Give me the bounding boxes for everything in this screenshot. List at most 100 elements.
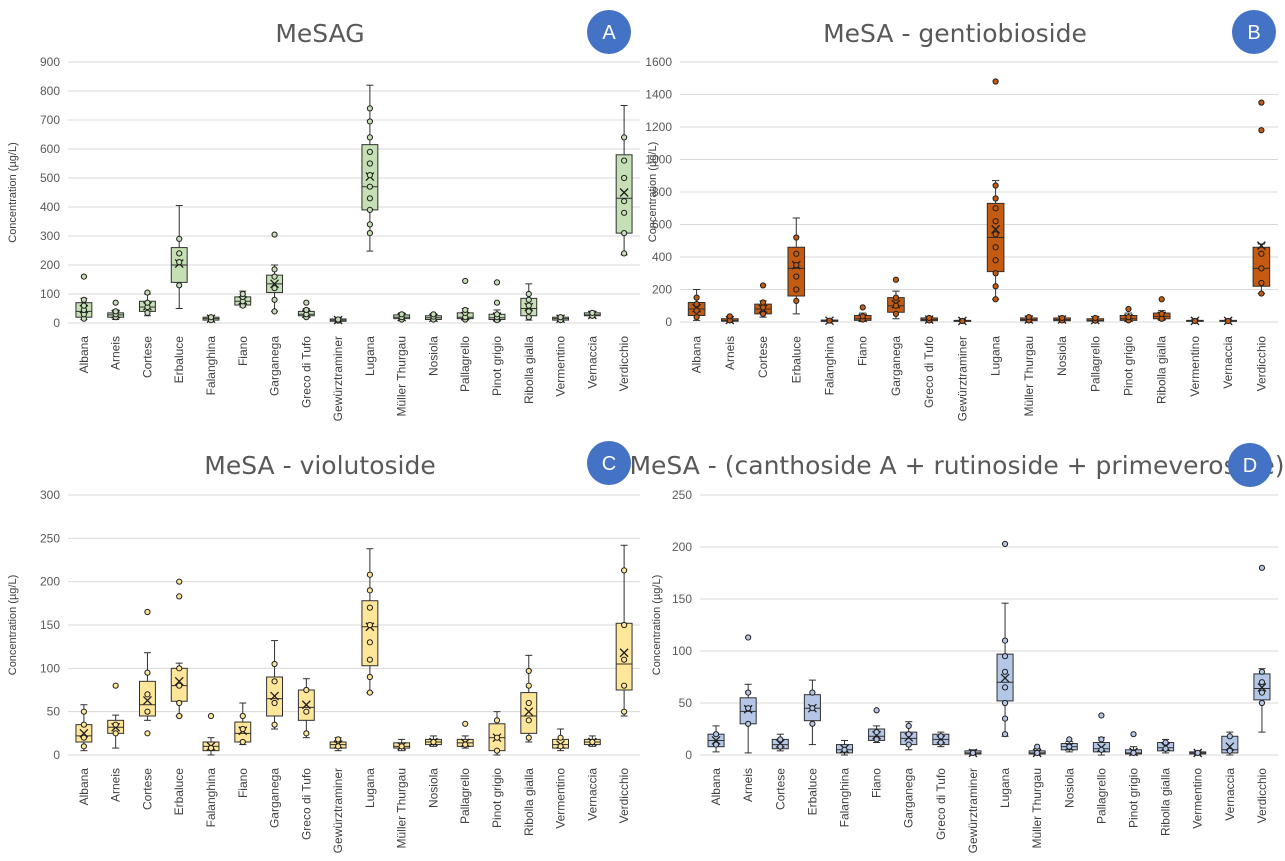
- data-point: [144, 669, 151, 676]
- box-16: [583, 309, 601, 320]
- data-point: [366, 621, 373, 629]
- box-mean-marker: [142, 695, 152, 705]
- data-point: [621, 656, 628, 663]
- y-tick-label: 50: [47, 705, 61, 719]
- x-category-label: Cortese: [140, 336, 154, 378]
- x-category-label: Fiano: [236, 336, 250, 366]
- data-point: [366, 673, 373, 681]
- data-point: [366, 689, 373, 696]
- data-point: [621, 198, 628, 205]
- data-point: [493, 734, 501, 741]
- data-point: [366, 195, 373, 202]
- data-point: [621, 567, 628, 574]
- data-point: [1001, 684, 1009, 691]
- x-category-label: Verdicchio: [617, 768, 631, 824]
- box-6: [266, 231, 284, 315]
- box-3: [170, 205, 188, 309]
- box-14: [1157, 738, 1175, 754]
- box-15: [552, 728, 569, 752]
- data-point: [366, 230, 373, 237]
- data-point: [366, 118, 373, 125]
- box-9: [986, 78, 1005, 303]
- data-point: [1130, 731, 1137, 738]
- data-point: [493, 311, 501, 318]
- data-point: [621, 134, 628, 141]
- data-point: [557, 314, 564, 321]
- box-6: [900, 721, 918, 751]
- data-point: [176, 578, 183, 585]
- data-point: [992, 195, 999, 202]
- data-point: [80, 296, 87, 303]
- data-point: [693, 314, 700, 321]
- box-10: [393, 311, 411, 323]
- x-category-label: Ribolla gialla: [1155, 336, 1169, 404]
- data-point: [992, 218, 999, 225]
- data-point: [303, 299, 310, 306]
- box-5: [853, 304, 872, 323]
- data-point: [992, 257, 999, 264]
- data-point: [1158, 296, 1165, 303]
- data-point: [969, 749, 977, 757]
- box-mean-marker: [619, 188, 629, 197]
- data-point: [1098, 746, 1105, 753]
- data-point: [1001, 731, 1009, 738]
- box-17: [1252, 99, 1271, 297]
- y-axis-label: Concentration (µg/L): [647, 142, 659, 243]
- box-mean-marker: [1257, 682, 1267, 692]
- data-point: [144, 730, 151, 737]
- data-point: [271, 678, 278, 685]
- data-point: [873, 736, 880, 743]
- chart-panel-a: 0 100 200 300 400 500 600 700 800 900 MeSAG A Concen…: [7, 10, 640, 421]
- y-tick-label: 0: [665, 315, 672, 329]
- x-category-label: Ribolla gialla: [522, 336, 536, 404]
- data-point: [239, 712, 246, 720]
- data-point: [144, 608, 151, 616]
- x-category-label: Arneis: [109, 336, 123, 370]
- x-category-label: Arneis: [741, 768, 755, 802]
- data-point: [745, 720, 752, 727]
- box-1: [739, 634, 757, 754]
- box-2: [754, 282, 772, 318]
- box-11: [425, 311, 442, 323]
- box-mean-marker: [1000, 673, 1010, 683]
- data-point: [493, 279, 501, 286]
- data-point: [1001, 653, 1009, 660]
- data-point: [525, 314, 532, 321]
- data-point: [892, 276, 900, 283]
- data-point: [493, 717, 501, 724]
- data-point: [745, 705, 752, 712]
- y-tick-label: 600: [652, 218, 672, 232]
- y-tick-label: 400: [652, 250, 672, 264]
- x-category-label: Albana: [77, 768, 91, 806]
- data-point: [144, 691, 151, 698]
- chart-title: MeSA - gentiobioside: [823, 19, 1087, 48]
- x-category-label: Gewürztraminer: [331, 768, 345, 853]
- chart-panel-b: 0 200 400 600 800 1000 1200 1400 1600 MeSA - gent…: [645, 10, 1278, 421]
- x-category-label: Vermentino: [1191, 768, 1205, 829]
- x-category-label: Fiano: [856, 336, 870, 366]
- box-16: [1221, 731, 1239, 756]
- x-category-label: Ribolla gialla: [1159, 768, 1173, 836]
- data-point: [271, 273, 278, 280]
- data-point: [1258, 668, 1266, 675]
- box-17: [615, 105, 633, 257]
- x-category-label: Vernaccia: [585, 336, 599, 389]
- box-4: [202, 314, 220, 324]
- data-point: [303, 306, 310, 314]
- data-point: [1158, 310, 1165, 317]
- y-tick-label: 800: [652, 185, 672, 199]
- data-point: [621, 250, 628, 257]
- y-tick-label: 1400: [645, 88, 672, 102]
- box-17: [615, 544, 633, 717]
- data-point: [144, 299, 151, 306]
- x-category-label: Pallagrello: [458, 336, 472, 392]
- box-2: [771, 733, 789, 752]
- y-tick-label: 1200: [645, 120, 672, 134]
- data-point: [335, 316, 342, 323]
- data-point: [525, 302, 532, 309]
- panel-badge-label: B: [1247, 22, 1260, 44]
- y-tick-label: 800: [40, 84, 60, 98]
- data-point: [271, 285, 278, 292]
- box-1: [107, 682, 125, 749]
- chart-panel-c: 0 50 100 150 200 250 300 MeSA - violutoside C Con…: [7, 441, 640, 853]
